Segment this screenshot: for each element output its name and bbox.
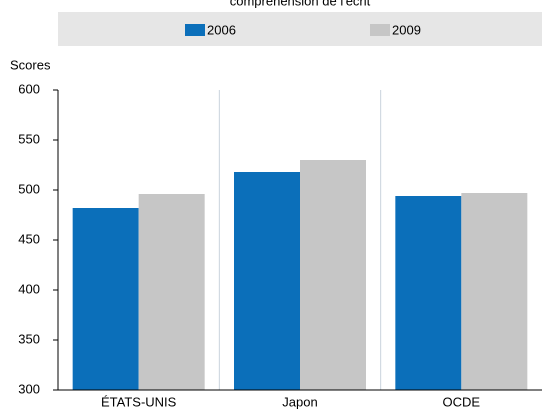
- bar: [395, 196, 462, 390]
- y-tick-label: 500: [18, 181, 40, 196]
- y-tick-label: 400: [18, 281, 40, 296]
- bar: [300, 160, 366, 390]
- legend-swatch: [185, 24, 205, 36]
- y-tick-label: 300: [18, 381, 40, 396]
- y-tick-label: 600: [18, 81, 40, 96]
- bar: [461, 193, 528, 390]
- x-tick-label: OCDE: [443, 394, 481, 409]
- legend-swatch: [370, 24, 390, 36]
- y-tick-label: 350: [18, 331, 40, 346]
- chart-title: compréhension de l'écrit: [230, 0, 371, 8]
- legend-background: [58, 12, 542, 46]
- x-tick-label: ÉTATS-UNIS: [101, 394, 177, 409]
- y-axis-label: Scores: [10, 57, 51, 72]
- bar: [138, 194, 205, 390]
- x-tick-label: Japon: [282, 394, 317, 409]
- bar: [72, 208, 139, 390]
- y-tick-label: 450: [18, 231, 40, 246]
- legend-label: 2009: [392, 22, 421, 37]
- y-tick-label: 550: [18, 131, 40, 146]
- bar: [234, 172, 300, 390]
- legend-label: 2006: [207, 22, 236, 37]
